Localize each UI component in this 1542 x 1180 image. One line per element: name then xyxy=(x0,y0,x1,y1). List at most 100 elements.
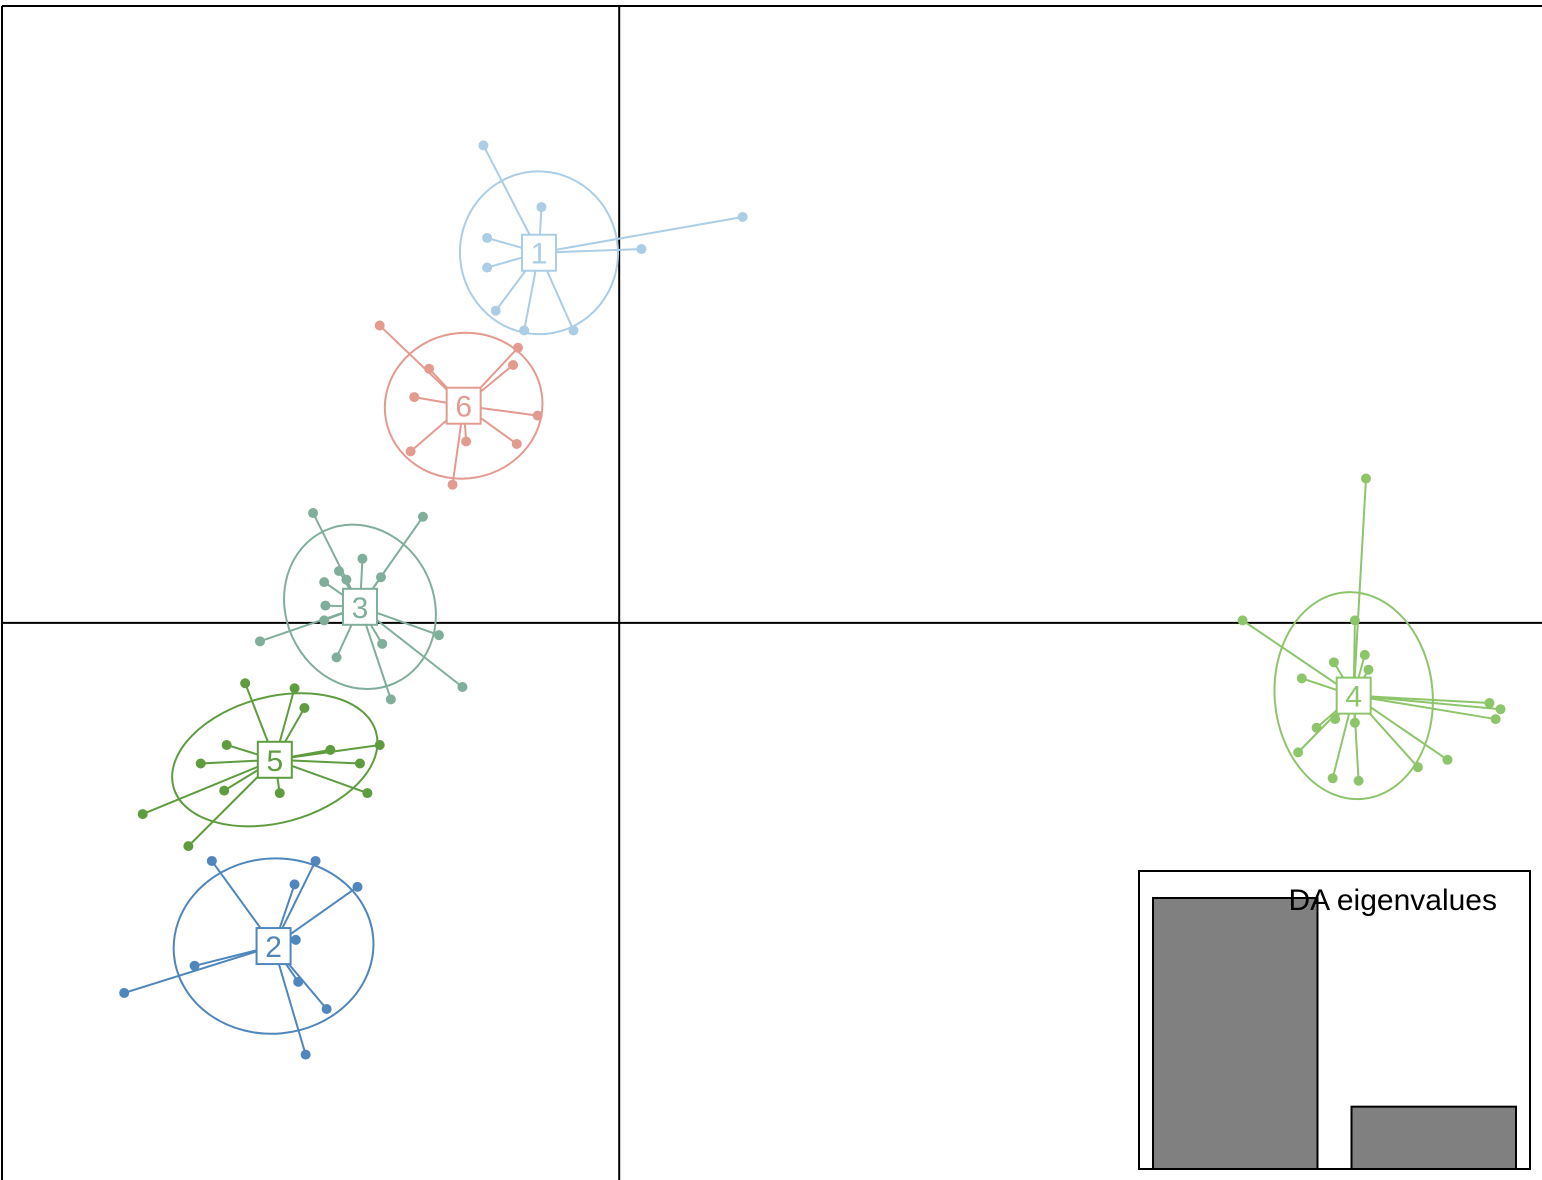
inertia-ellipse-4 xyxy=(1273,591,1434,801)
eigenvalue-bar-1 xyxy=(1152,897,1319,1170)
data-point-3-12 xyxy=(331,652,342,663)
inset-title: DA eigenvalues xyxy=(1289,884,1497,917)
data-point-5-7 xyxy=(354,758,365,769)
data-point-1-0 xyxy=(478,140,489,151)
data-point-5-8 xyxy=(219,785,230,796)
data-point-1-4 xyxy=(482,232,493,243)
group-5: 5 xyxy=(137,678,385,852)
data-point-3-7 xyxy=(320,600,331,611)
data-point-4-11 xyxy=(1349,717,1360,728)
data-point-4-7 xyxy=(1484,698,1495,709)
data-point-6-2 xyxy=(508,360,519,371)
group-label-box-5 xyxy=(256,740,293,779)
data-point-3-8 xyxy=(319,615,330,626)
eigenvalue-inset: DA eigenvalues xyxy=(1138,870,1531,1171)
data-point-4-0 xyxy=(1361,473,1372,484)
star-segment-5-11 xyxy=(142,758,276,815)
data-point-3-11 xyxy=(377,638,388,649)
data-point-1-5 xyxy=(482,262,493,273)
star-segment-4-1 xyxy=(1242,619,1355,697)
cluster-groups: 1 6 3 5 2 4 xyxy=(119,140,1506,1060)
group-label-box-2 xyxy=(255,927,292,966)
group-label-6: 6 xyxy=(455,391,472,424)
data-point-6-1 xyxy=(512,342,523,353)
group-label-1: 1 xyxy=(531,238,548,271)
data-point-4-8 xyxy=(1495,704,1506,715)
data-point-4-1 xyxy=(1237,615,1248,626)
data-point-2-7 xyxy=(293,976,304,987)
data-point-5-5 xyxy=(374,739,385,750)
group-label-box-6 xyxy=(445,386,482,425)
data-point-6-7 xyxy=(511,438,522,449)
data-point-3-4 xyxy=(341,574,352,585)
data-point-5-2 xyxy=(299,702,310,713)
data-point-5-3 xyxy=(221,739,232,750)
group-1: 1 xyxy=(458,140,748,336)
plot-frame xyxy=(1,5,1542,1180)
data-point-4-14 xyxy=(1412,762,1423,773)
data-point-4-6 xyxy=(1296,673,1307,684)
group-label-box-1 xyxy=(520,233,557,272)
star-segment-4-9 xyxy=(1353,694,1496,721)
data-point-4-2 xyxy=(1349,615,1360,626)
data-point-6-3 xyxy=(424,363,435,374)
data-point-3-9 xyxy=(433,630,444,641)
data-point-5-6 xyxy=(195,758,206,769)
data-point-3-10 xyxy=(254,636,265,647)
group-label-4: 4 xyxy=(1345,681,1362,714)
star-segment-4-8 xyxy=(1353,694,1501,711)
group-2: 2 xyxy=(119,855,375,1060)
data-point-2-8 xyxy=(321,1003,332,1014)
origin-axes xyxy=(2,6,1542,1180)
group-label-5: 5 xyxy=(266,745,283,778)
data-point-3-13 xyxy=(457,681,468,692)
inertia-ellipse-3 xyxy=(283,523,437,691)
data-point-6-9 xyxy=(447,479,458,490)
data-point-5-11 xyxy=(137,809,148,820)
data-point-2-0 xyxy=(206,855,217,866)
inertia-ellipse-5 xyxy=(171,692,379,828)
data-point-4-10 xyxy=(1330,714,1341,725)
group-label-3: 3 xyxy=(352,592,369,625)
data-point-4-13 xyxy=(1293,747,1304,758)
data-point-3-2 xyxy=(357,553,368,564)
star-segment-2-6 xyxy=(123,945,274,994)
group-label-box-3 xyxy=(341,587,378,626)
star-segment-4-0 xyxy=(1352,478,1368,696)
inertia-ellipse-2 xyxy=(172,857,375,1035)
data-point-6-0 xyxy=(374,320,385,331)
data-point-5-9 xyxy=(274,788,285,799)
data-point-5-1 xyxy=(289,683,300,694)
eigenvalue-bar-2 xyxy=(1350,1105,1517,1171)
data-point-2-9 xyxy=(300,1049,311,1060)
data-point-2-6 xyxy=(119,987,130,998)
data-point-4-12 xyxy=(1311,722,1322,733)
data-point-1-6 xyxy=(636,244,647,255)
data-point-6-4 xyxy=(409,392,420,403)
data-point-3-3 xyxy=(333,566,344,577)
data-point-1-8 xyxy=(519,325,530,336)
group-label-2: 2 xyxy=(265,931,282,964)
data-point-4-5 xyxy=(1363,664,1374,675)
data-point-2-2 xyxy=(289,879,300,890)
data-point-1-3 xyxy=(536,202,547,213)
data-point-1-9 xyxy=(568,325,579,336)
data-point-6-8 xyxy=(405,446,416,457)
data-point-3-6 xyxy=(319,577,330,588)
inset-bars xyxy=(1152,897,1517,1171)
group-6: 6 xyxy=(374,320,544,490)
data-point-4-3 xyxy=(1359,649,1370,660)
data-point-2-4 xyxy=(290,934,301,945)
group-label-box-4 xyxy=(1335,676,1372,715)
data-point-4-17 xyxy=(1353,775,1364,786)
data-point-2-3 xyxy=(352,881,363,892)
data-point-1-1 xyxy=(737,211,748,222)
data-point-5-0 xyxy=(240,678,251,689)
data-point-5-4 xyxy=(325,744,336,755)
data-point-4-16 xyxy=(1327,773,1338,784)
data-point-3-0 xyxy=(308,508,319,519)
data-point-4-9 xyxy=(1490,714,1501,725)
data-point-2-5 xyxy=(189,960,200,971)
data-point-6-6 xyxy=(461,436,472,447)
